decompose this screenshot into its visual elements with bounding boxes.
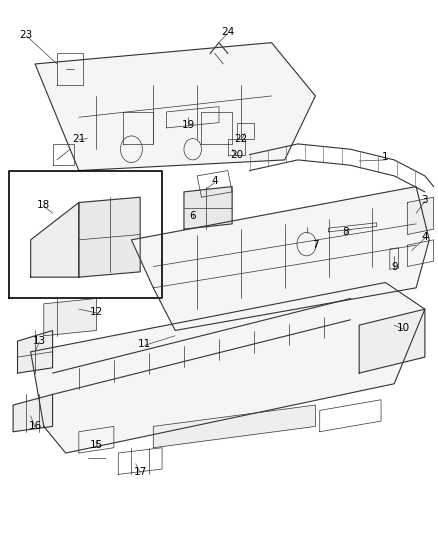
Text: 1: 1: [382, 152, 389, 162]
Text: 8: 8: [343, 227, 350, 237]
Text: 3: 3: [421, 195, 428, 205]
Text: 18: 18: [37, 200, 50, 210]
Text: 15: 15: [90, 440, 103, 450]
Text: 22: 22: [234, 134, 247, 143]
Polygon shape: [18, 330, 53, 373]
Text: 21: 21: [72, 134, 85, 143]
Text: 4: 4: [211, 176, 218, 186]
Text: 19: 19: [182, 120, 195, 130]
Text: 10: 10: [396, 323, 410, 333]
Polygon shape: [79, 197, 140, 277]
Polygon shape: [184, 187, 232, 229]
Text: 13: 13: [33, 336, 46, 346]
Polygon shape: [13, 394, 53, 432]
Polygon shape: [31, 203, 79, 277]
Polygon shape: [35, 43, 315, 171]
Text: 11: 11: [138, 339, 151, 349]
Text: 6: 6: [189, 211, 196, 221]
Text: 24: 24: [221, 27, 234, 37]
Text: 9: 9: [391, 262, 398, 271]
Polygon shape: [131, 187, 429, 330]
Text: 23: 23: [20, 30, 33, 39]
Text: 12: 12: [90, 307, 103, 317]
Polygon shape: [359, 309, 425, 373]
Polygon shape: [31, 282, 425, 453]
Text: 17: 17: [134, 467, 147, 477]
Text: 4: 4: [421, 232, 428, 242]
Polygon shape: [407, 197, 434, 235]
Polygon shape: [153, 405, 315, 448]
Text: 7: 7: [312, 240, 319, 250]
Text: 20: 20: [230, 150, 243, 159]
Text: 16: 16: [28, 422, 42, 431]
Polygon shape: [44, 298, 96, 336]
